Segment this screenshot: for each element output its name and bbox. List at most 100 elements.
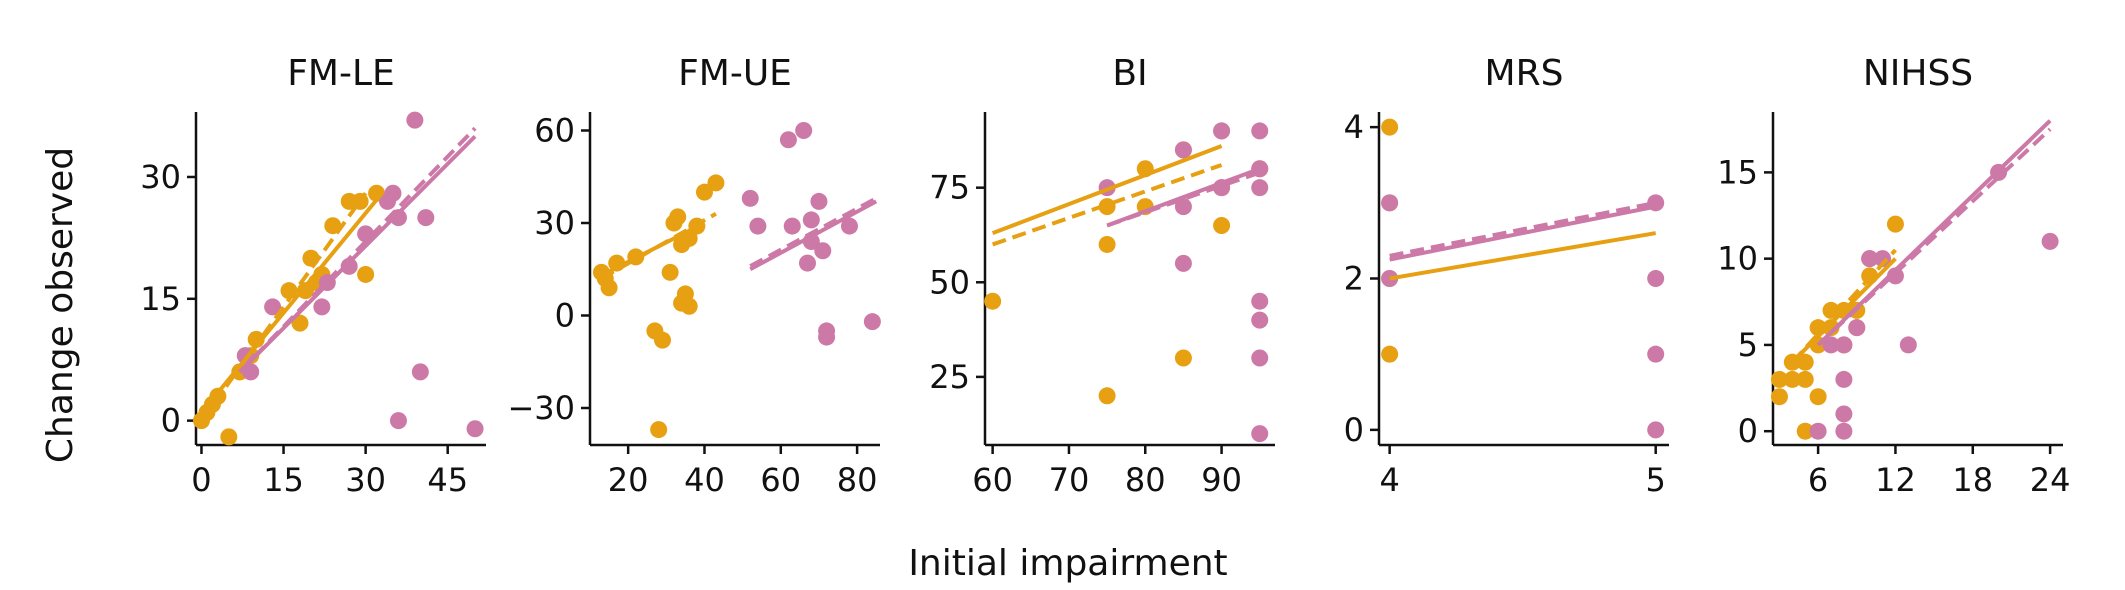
panel-title: BI [1112,53,1147,94]
pink-data-point [795,122,813,139]
x-axis-label: Initial impairment [908,543,1227,584]
pink-solid-fit-line [749,199,878,272]
pink-data-point [1861,250,1879,268]
orange-data-point [650,421,668,439]
panel-title: FM-UE [678,53,792,94]
pink-data-point [1835,422,1853,440]
pink-data-point [1251,179,1269,197]
orange-data-point [1174,349,1192,367]
x-tick-label: 80 [1125,461,1166,499]
orange-data-point [1098,235,1116,253]
x-tick-label: 12 [1875,461,1916,499]
pink-data-point [1848,319,1866,337]
pink-data-point [406,111,424,129]
pink-data-point [783,217,801,235]
orange-data-point [707,174,725,192]
pink-dashed-fit-line [238,126,477,374]
y-tick-label: 2 [1344,260,1364,298]
pink-data-point [1251,311,1269,329]
orange-data-point [220,428,238,446]
orange-solid-fit-line [199,191,384,414]
orange-solid-fit-line [991,144,1223,235]
pink-data-point [417,209,435,227]
x-tick-label: 15 [263,461,304,499]
y-tick-label: 30 [140,158,181,196]
panel-nihss: NIHSS 6 12 18 24 0 5 10 15 [1717,53,2070,499]
orange-data-point [600,279,618,297]
pink-data-point [357,225,375,243]
pink-data-point [840,217,858,235]
pink-data-point [1251,349,1269,367]
orange-data-point [1213,217,1231,235]
pink-data-point [1822,336,1840,354]
orange-data-point [669,208,687,226]
x-tick-label: 60 [972,461,1013,499]
orange-data-point [1809,388,1827,406]
orange-data-point [1796,422,1814,440]
pink-data-point [802,211,820,229]
pink-solid-fit-line [1389,204,1657,262]
orange-data-point [291,314,309,332]
pink-data-point [1213,122,1231,140]
y-tick-label: 0 [161,402,181,440]
pink-data-point [810,192,828,210]
panel-bi: BI 60 70 80 90 25 50 75 [929,53,1275,499]
pink-data-point [1809,422,1827,440]
orange-data-point [357,265,375,283]
orange-data-point [984,292,1002,310]
pink-data-point [799,254,816,272]
orange-data-point [680,297,698,315]
pink-data-point [741,189,759,207]
pink-data-point [389,412,407,430]
x-tick-label: 80 [837,461,878,499]
pink-dashed-fit-line [1816,127,2052,347]
pink-data-point [1835,370,1853,388]
orange-data-point [1886,215,1904,233]
y-tick-label: 4 [1344,108,1364,146]
y-tick-label: 15 [140,280,181,318]
orange-data-point [654,331,671,349]
pink-dashed-fit-line [749,196,878,268]
pink-data-point [411,363,429,381]
y-tick-label: 0 [1738,412,1758,450]
x-tick-label: 60 [760,461,801,499]
pink-data-point [1874,250,1892,268]
x-tick-label: 40 [684,461,725,499]
orange-dashed-fit-line [600,212,717,281]
orange-data-point [695,183,713,201]
x-tick-label: 0 [191,461,211,499]
y-tick-label: 25 [929,358,970,396]
x-tick-label: 90 [1201,461,1242,499]
y-tick-label: 60 [534,112,575,150]
pink-data-point [863,313,881,331]
orange-solid-fit-line [600,221,706,278]
pink-data-point [818,328,836,346]
orange-data-point [1796,353,1814,371]
pink-data-point [1251,292,1269,310]
pink-data-point [1899,336,1917,354]
orange-data-point [1098,387,1116,405]
orange-data-point [1770,370,1788,388]
pink-data-point [1251,425,1269,443]
x-tick-label: 20 [608,461,649,499]
pink-data-point [2041,232,2059,250]
panel-title: FM-LE [287,53,395,94]
orange-dashed-fit-line [199,192,368,422]
y-tick-label: 10 [1717,240,1758,278]
orange-dashed-fit-line [991,163,1223,247]
x-tick-label: 18 [1952,461,1993,499]
y-tick-label: −30 [507,389,575,427]
pink-data-point [1251,122,1269,140]
x-tick-label: 45 [427,461,468,499]
orange-solid-fit-line [1389,231,1657,281]
pink-data-point [384,184,402,202]
pink-data-point [313,298,331,316]
pink-data-point [1647,421,1665,439]
pink-data-point [1647,345,1665,363]
orange-data-point [1796,370,1814,388]
pink-data-point [264,298,282,316]
panel-mrs: MRS 4 5 0 2 4 [1344,53,1669,499]
x-tick-label: 70 [1049,461,1090,499]
